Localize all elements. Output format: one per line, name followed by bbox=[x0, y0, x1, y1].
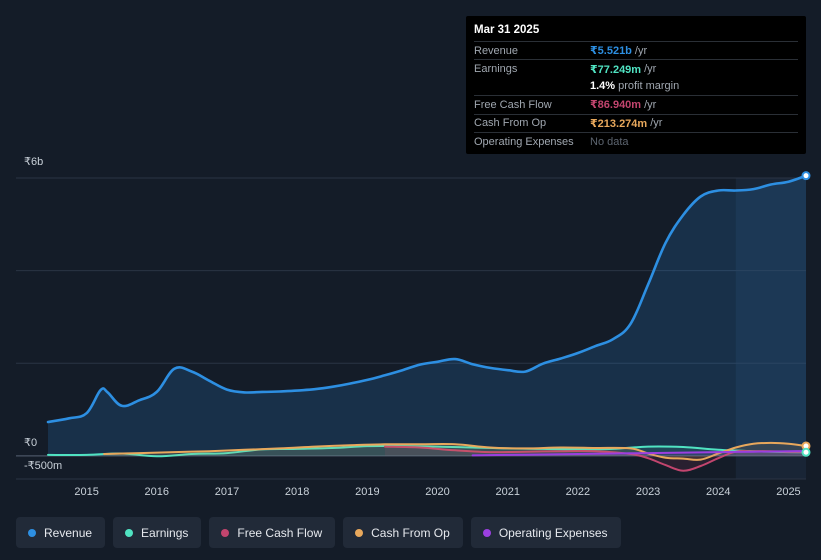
tooltip-row-label: Free Cash Flow bbox=[474, 98, 552, 111]
earnings-dot-icon bbox=[125, 528, 134, 537]
tooltip-panel: Mar 31 2025 Revenue ₹5.521b/yr Earnings ₹77… bbox=[466, 16, 806, 154]
y-tick-label: -₹500m bbox=[24, 460, 62, 472]
cash-from-op-area bbox=[104, 442, 807, 460]
tooltip-date: Mar 31 2025 bbox=[474, 24, 540, 36]
x-tick-label: 2017 bbox=[215, 486, 239, 498]
operating-expenses-dot-icon bbox=[482, 528, 491, 537]
revenue-line bbox=[46, 174, 808, 424]
x-tick-label: 2025 bbox=[776, 486, 800, 498]
x-tick-label: 2023 bbox=[636, 486, 660, 498]
tooltip-row: Revenue ₹5.521b/yr bbox=[474, 41, 798, 59]
tooltip-row: 1.4% profit margin bbox=[474, 78, 798, 95]
tooltip-row-unit: /yr bbox=[634, 44, 648, 57]
legend-label: Revenue bbox=[44, 525, 93, 540]
tooltip-row-label: Earnings bbox=[474, 63, 518, 76]
revenue-end-marker bbox=[801, 171, 811, 181]
earnings-line bbox=[47, 444, 807, 458]
tooltip-row-value: No data bbox=[590, 135, 629, 148]
x-tick-label: 2020 bbox=[425, 486, 449, 498]
tooltip-rows: Revenue ₹5.521b/yr Earnings ₹77.249m/yr 1.4%… bbox=[474, 41, 798, 150]
x-tick-label: 2022 bbox=[566, 486, 590, 498]
legend: Revenue Earnings Free Cash Flow Cash From O… bbox=[16, 517, 621, 548]
legend-item-free-cash-flow[interactable]: Free Cash Flow bbox=[209, 517, 336, 548]
tooltip-row-unit: /yr bbox=[644, 63, 657, 76]
series-group bbox=[46, 171, 811, 472]
tooltip-row-label: Cash From Op bbox=[474, 117, 547, 130]
tooltip-row-value: ₹213.274m bbox=[590, 117, 648, 130]
legend-item-earnings[interactable]: Earnings bbox=[113, 517, 202, 548]
revenue-dot-icon bbox=[28, 528, 36, 537]
x-axis-labels: 2015 2016 2017 2018 2019 2020 2021 2022 2023 2024… bbox=[74, 486, 800, 498]
cash-from-op-dot-icon bbox=[355, 528, 364, 537]
y-axis-labels: ₹6b ₹0 -₹500m bbox=[24, 156, 62, 472]
tooltip-row: Free Cash Flow ₹86.940m/yr bbox=[474, 95, 798, 113]
x-tick-label: 2015 bbox=[74, 486, 98, 498]
highlight-band bbox=[735, 178, 806, 479]
tooltip-row: Operating Expenses No data bbox=[474, 131, 798, 150]
tooltip-row-label: Revenue bbox=[474, 44, 519, 57]
legend-label: Free Cash Flow bbox=[237, 525, 323, 540]
cash-from-op-line bbox=[103, 441, 807, 461]
tooltip-row-value: ₹5.521b bbox=[590, 45, 632, 58]
x-tick-label: 2024 bbox=[706, 486, 730, 498]
legend-label: Operating Expenses bbox=[498, 525, 608, 540]
legend-label: Cash From Op bbox=[371, 525, 450, 540]
legend-item-cash-from-op[interactable]: Cash From Op bbox=[343, 517, 463, 548]
earnings-end-marker bbox=[801, 447, 811, 457]
revenue-area bbox=[48, 175, 806, 456]
x-tick-label: 2019 bbox=[355, 486, 379, 498]
legend-item-revenue[interactable]: Revenue bbox=[16, 517, 106, 548]
tooltip-row-value: ₹77.249m bbox=[590, 63, 642, 76]
free-cash-flow-dot-icon bbox=[221, 528, 230, 537]
tooltip-row-value: 1.4% bbox=[590, 80, 616, 93]
tooltip-row-label: Operating Expenses bbox=[474, 135, 574, 148]
tooltip-row-unit: profit margin bbox=[618, 80, 680, 93]
tooltip-row: Cash From Op ₹213.274m/yr bbox=[474, 113, 798, 132]
tooltip-row: Earnings ₹77.249m/yr bbox=[474, 59, 798, 77]
tooltip-row-unit: /yr bbox=[644, 98, 657, 111]
x-tick-label: 2021 bbox=[495, 486, 519, 498]
y-tick-label: ₹0 bbox=[24, 437, 37, 449]
tooltip-row-value: ₹86.940m bbox=[590, 99, 642, 112]
x-tick-label: 2018 bbox=[285, 486, 309, 498]
y-tick-label: ₹6b bbox=[24, 156, 43, 168]
x-tick-label: 2016 bbox=[145, 486, 169, 498]
operating-expenses-line bbox=[471, 450, 807, 457]
legend-item-operating-expenses[interactable]: Operating Expenses bbox=[470, 517, 621, 548]
tooltip-row-unit: /yr bbox=[650, 117, 663, 130]
legend-label: Earnings bbox=[141, 525, 189, 540]
